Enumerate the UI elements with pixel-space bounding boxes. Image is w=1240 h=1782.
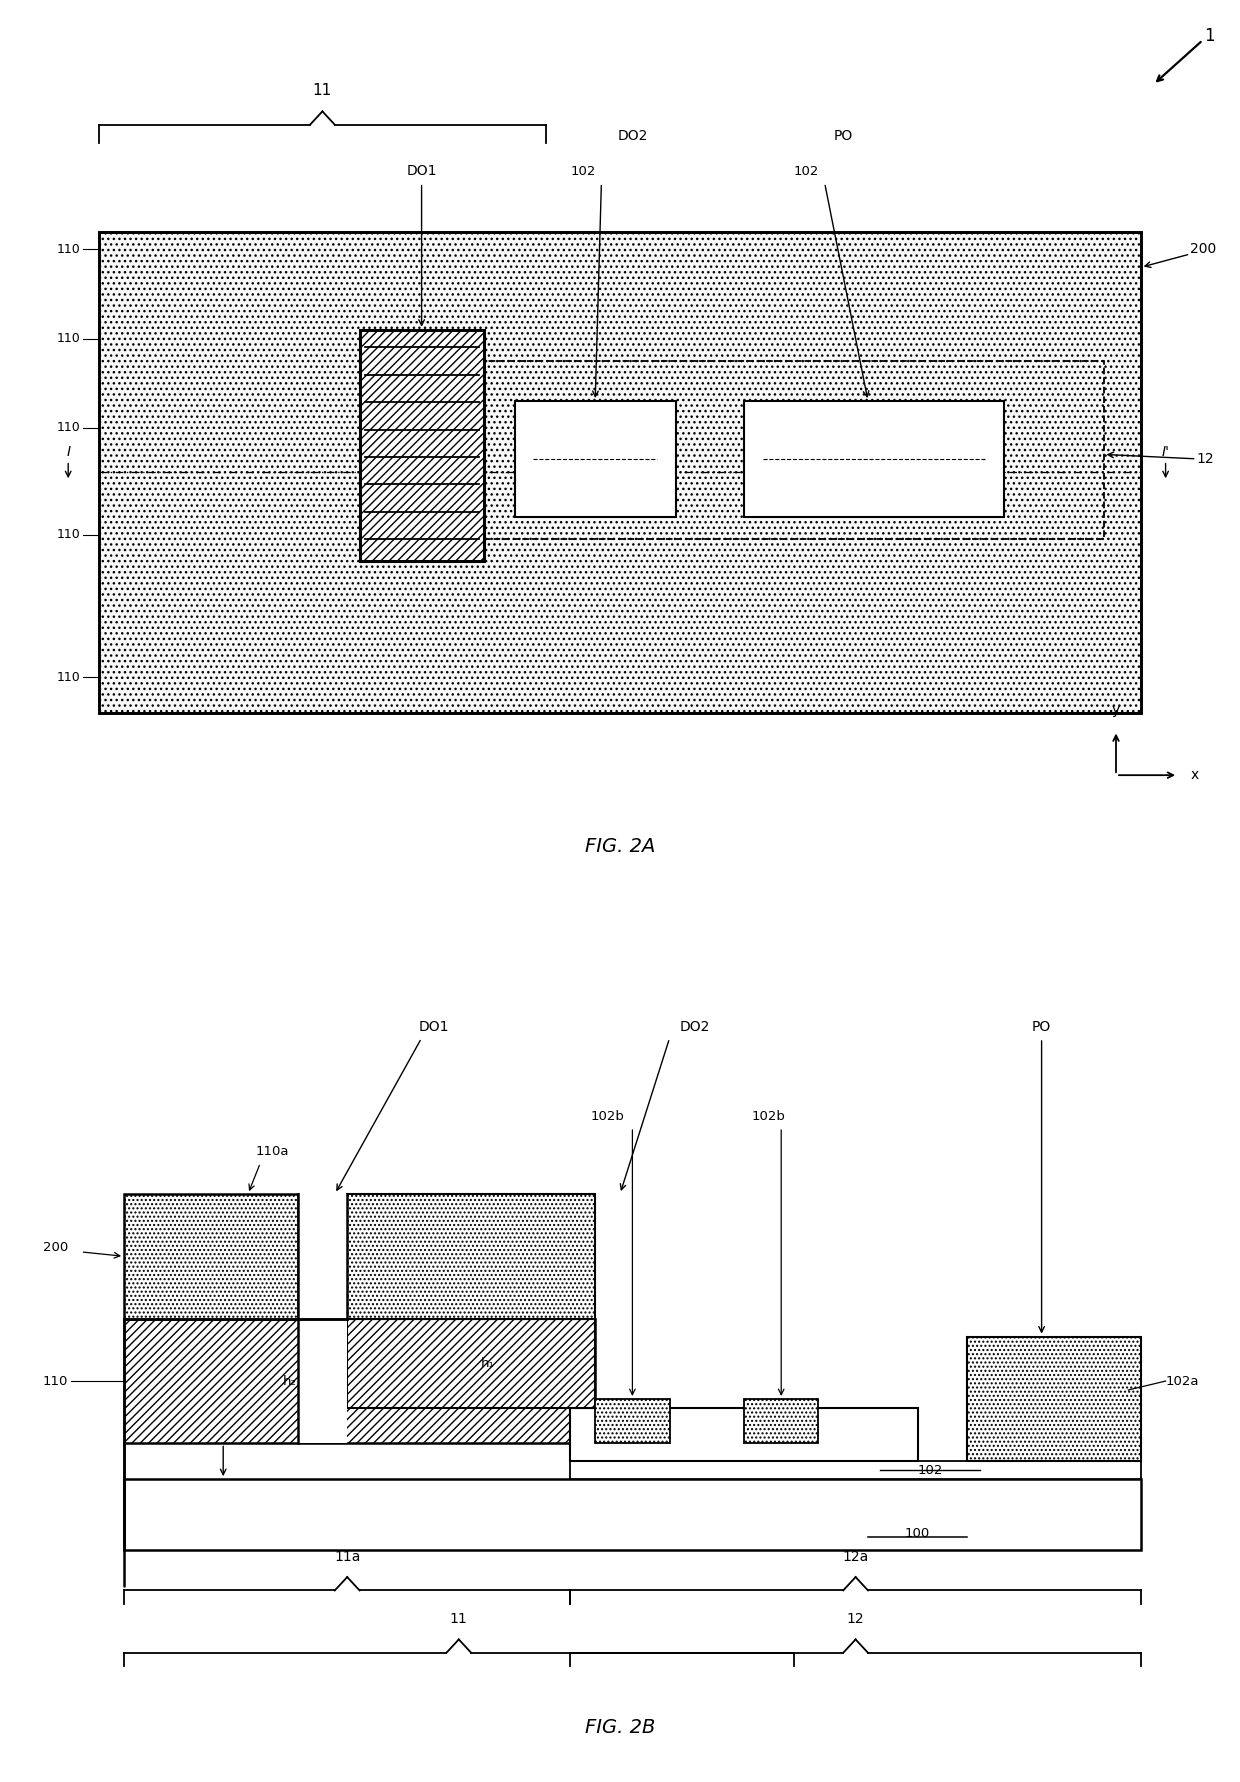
Bar — [570, 1461, 1141, 1479]
Bar — [99, 232, 1141, 713]
Bar — [99, 232, 1141, 713]
Text: h₁: h₁ — [481, 1356, 495, 1370]
Bar — [967, 1336, 1141, 1461]
Text: 102a: 102a — [1166, 1374, 1199, 1388]
Text: DO2: DO2 — [618, 128, 647, 143]
Bar — [744, 1399, 818, 1443]
Bar — [298, 1319, 347, 1443]
Text: 102: 102 — [794, 166, 818, 178]
Text: 1: 1 — [1204, 27, 1214, 45]
Bar — [347, 1194, 595, 1319]
Bar — [347, 1319, 595, 1408]
Bar — [515, 401, 676, 517]
Text: PO: PO — [1032, 1019, 1052, 1034]
Bar — [595, 1399, 670, 1443]
Text: 110: 110 — [57, 527, 81, 542]
Text: 12: 12 — [1197, 453, 1214, 465]
Bar — [99, 232, 1141, 713]
Text: 110: 110 — [57, 331, 81, 346]
Bar — [484, 360, 1104, 538]
Bar — [570, 1408, 918, 1461]
Text: h₂: h₂ — [283, 1374, 296, 1388]
Bar — [744, 401, 1004, 517]
Text: 200: 200 — [1190, 242, 1216, 257]
Text: 100: 100 — [905, 1527, 930, 1540]
Text: 11: 11 — [450, 1613, 467, 1625]
Text: 102: 102 — [570, 166, 595, 178]
Text: 110: 110 — [57, 242, 81, 257]
Text: 12: 12 — [847, 1613, 864, 1625]
Text: 110: 110 — [43, 1374, 68, 1388]
Text: DO1: DO1 — [419, 1019, 449, 1034]
Text: 110: 110 — [57, 670, 81, 684]
Text: FIG. 2A: FIG. 2A — [585, 838, 655, 855]
Text: PO: PO — [833, 128, 853, 143]
Text: 110a: 110a — [255, 1146, 290, 1158]
Bar — [360, 330, 484, 561]
Text: 102b: 102b — [590, 1110, 625, 1123]
Text: I: I — [66, 446, 71, 458]
Text: 102b: 102b — [751, 1110, 786, 1123]
Bar — [124, 1194, 298, 1319]
Text: 110: 110 — [57, 421, 81, 435]
Text: FIG. 2B: FIG. 2B — [585, 1718, 655, 1737]
Text: 12a: 12a — [842, 1550, 869, 1565]
Text: 102: 102 — [918, 1465, 942, 1477]
Text: I': I' — [1162, 446, 1169, 458]
Text: 200: 200 — [43, 1240, 68, 1255]
Bar — [124, 1479, 1141, 1550]
Bar — [744, 401, 1004, 517]
Bar — [298, 1194, 347, 1319]
Text: 11: 11 — [312, 84, 332, 98]
Text: x: x — [1190, 768, 1199, 782]
Bar — [515, 401, 676, 517]
Text: y: y — [1112, 704, 1120, 716]
Text: DO2: DO2 — [680, 1019, 709, 1034]
Text: 11a: 11a — [334, 1550, 361, 1565]
Text: DO1: DO1 — [407, 164, 436, 178]
Bar — [124, 1319, 595, 1443]
